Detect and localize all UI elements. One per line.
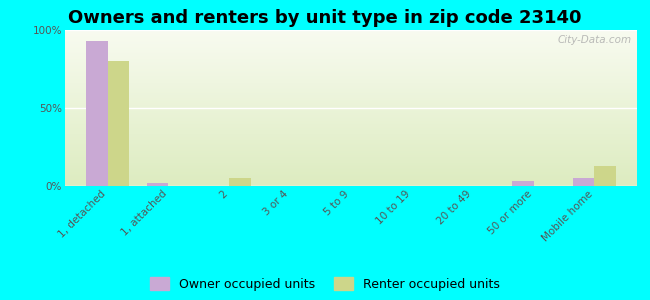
Text: Owners and renters by unit type in zip code 23140: Owners and renters by unit type in zip c… (68, 9, 582, 27)
Bar (147, 183, 168, 186)
Legend: Owner occupied units, Renter occupied units: Owner occupied units, Renter occupied un… (150, 277, 500, 291)
Bar (512, 181, 534, 186)
Bar (108, 61, 129, 186)
Bar (86, 41, 108, 186)
Bar (594, 166, 616, 186)
Bar (229, 178, 251, 186)
Bar (573, 178, 594, 186)
Text: City-Data.com: City-Data.com (557, 35, 631, 45)
